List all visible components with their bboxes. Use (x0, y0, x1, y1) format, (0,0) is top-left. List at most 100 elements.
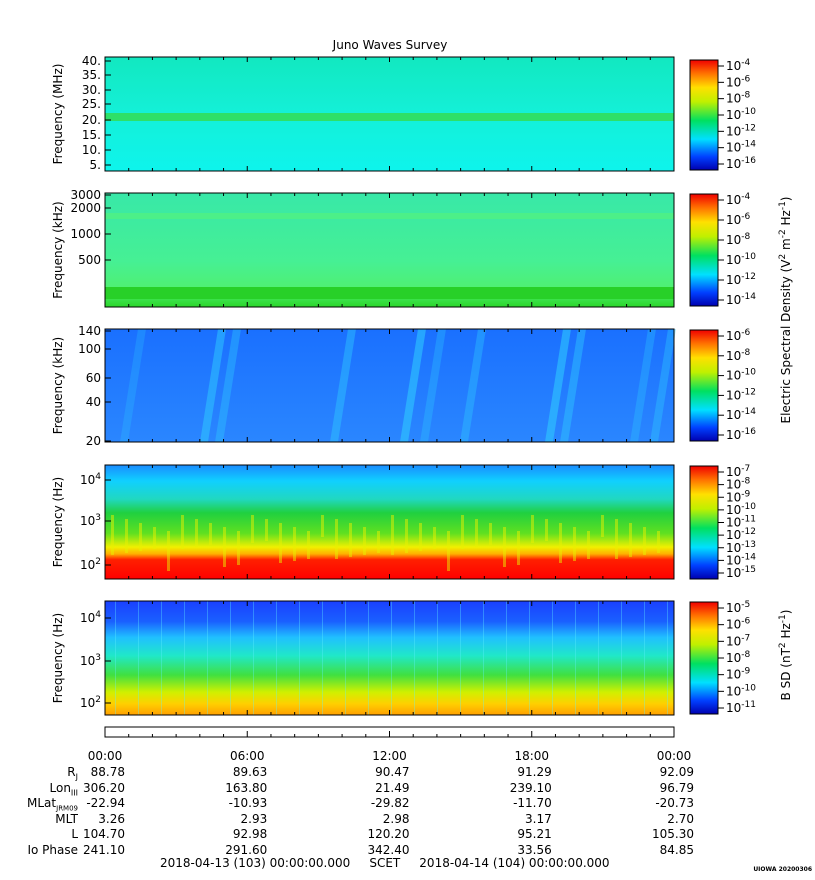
ephemeris-label: Io Phase (27, 842, 78, 857)
ephemeris-label: L (71, 827, 78, 841)
emission-streak (667, 601, 668, 715)
emission-streak (552, 601, 553, 715)
emission-streak (545, 519, 548, 541)
colorbar-tick-label: 10-12 (726, 272, 756, 287)
y-tick-label: 30. (82, 83, 101, 97)
time-tick-label: 06:00 (229, 749, 265, 763)
emission-streak (503, 527, 506, 567)
emission-streak (460, 601, 461, 715)
ephemeris-value: 3.17 (525, 811, 552, 826)
ephemeris-row: MLatJRM09 -22.94 -10.93 -29.82 -11.70 -20.73 (0, 796, 815, 812)
ephemeris-value: 291.60 (225, 842, 268, 857)
emission-streak (420, 329, 446, 442)
emission-band (105, 113, 674, 121)
emission-streak (587, 531, 590, 559)
y-tick-label: 102 (80, 557, 101, 572)
emission-streak (461, 515, 464, 549)
colorbar-tick-label: 10-12 (726, 123, 756, 138)
y-tick-label: 35. (82, 68, 101, 82)
emission-streak (400, 329, 426, 442)
colorbar-tick-label: 10-9 (726, 667, 751, 682)
panel-1: 40.35.30.25. 20.15.10.5. Frequency (MHz) 10… (51, 54, 756, 172)
emission-streak (111, 515, 114, 555)
chart-title: Juno Waves Survey (332, 38, 448, 52)
colorbar-tick-label: 10-8 (726, 348, 751, 363)
emission-streak (276, 601, 277, 715)
ephemeris-label: RJ (67, 765, 78, 782)
ephemeris-value: 3.26 (98, 811, 125, 826)
ephemeris-value: 241.10 (83, 842, 125, 857)
colorbar-tick-label: 10-14 (726, 140, 756, 155)
emission-streak (483, 601, 484, 715)
y-tick-label: 3000 (70, 188, 101, 202)
time-tick-label: 00:00 (87, 749, 123, 763)
emission-streak (475, 519, 478, 547)
emission-streak (330, 329, 356, 442)
ephemeris-value: 90.47 (375, 765, 410, 779)
colorbar-tick-label: 10-5 (726, 600, 750, 615)
ephemeris-value: 89.63 (232, 765, 268, 779)
emission-streak (215, 329, 241, 442)
y-tick-label: 20. (82, 113, 101, 127)
y-tick-label: 60 (86, 371, 101, 385)
y-tick-label: 103 (80, 513, 101, 528)
emission-streak (391, 601, 392, 715)
colorbar-tick-label: 10-9 (726, 489, 751, 504)
time-tick-labels: 00:00 06:00 12:00 18:00 00:00 (0, 749, 815, 765)
ephemeris-value: 163.80 (225, 780, 268, 795)
ephemeris-value: -20.73 (655, 796, 694, 810)
colorbar: 10-4 10-6 10-8 10-10 10-12 10-14 (689, 192, 756, 307)
spectrogram-area (105, 329, 674, 442)
colorbar-tick-label: 10-14 (726, 407, 756, 422)
colorbar-tick-label: 10-11 (726, 700, 756, 715)
emission-streak (506, 601, 507, 715)
ephemeris-value: 105.30 (652, 827, 694, 841)
colorbar-tick-label: 10-10 (726, 252, 756, 267)
ephemeris-value: 342.40 (367, 842, 410, 857)
emission-streak (253, 601, 254, 715)
emission-streak (419, 523, 422, 551)
emission-streak (644, 601, 645, 715)
ephemeris-table: 00:00 06:00 12:00 18:00 00:00 RJ 88.78 89.63 90… (0, 745, 815, 875)
emission-streak (345, 601, 346, 715)
ephemeris-value: 104.70 (83, 827, 125, 841)
colorbar-gradient (689, 193, 719, 307)
emission-streak (630, 329, 656, 442)
time-axis-ticks (104, 731, 675, 737)
emission-streak (575, 601, 576, 715)
colorbar-gradient (689, 465, 719, 580)
ephemeris-value: 91.29 (517, 765, 552, 779)
emission-streak (138, 601, 139, 715)
colorbar: 10-5 10-610-7 10-8 10-910-10 10-11 (689, 600, 756, 715)
y-tick-label: 2000 (70, 201, 101, 215)
y-tick-label: 104 (80, 472, 101, 487)
colorbar-tick-label: 10-4 (726, 58, 751, 73)
emission-streak (368, 601, 369, 715)
emission-streak (161, 601, 162, 715)
emission-streak (230, 601, 231, 715)
panels-group: 40.35.30.25. 20.15.10.5. Frequency (MHz) 10… (51, 54, 756, 716)
ephemeris-value: 306.20 (83, 780, 125, 795)
scet-range: 2018-04-13 (103) 00:00:00.000 SCET 2018-… (160, 856, 610, 870)
emission-streak (349, 523, 352, 557)
emission-streak (363, 527, 366, 555)
ephemeris-value: 95.21 (517, 827, 552, 841)
emission-streak (321, 515, 324, 537)
ephemeris-row: L 104.70 92.98 120.20 95.21 105.30 (0, 827, 815, 843)
colorbar-label-electric: Electric Spectral Density (V2 m-2 Hz-1) (778, 196, 793, 423)
emission-streak (209, 523, 212, 545)
y-axis-label: Frequency (Hz) (51, 477, 65, 568)
emission-streak (489, 523, 492, 545)
ephemeris-row: MLT 3.26 2.93 2.98 3.17 2.70 (0, 812, 815, 828)
spectrogram-area (105, 601, 674, 715)
panel-3: 140 100 60 40 20 Frequency (kHz) 10-6 10-8 10-10… (51, 324, 756, 448)
emission-streak (322, 601, 323, 715)
emission-streak (531, 515, 534, 543)
emission-streak (559, 523, 562, 563)
emission-streak (153, 527, 156, 549)
y-axis-label: Frequency (kHz) (51, 201, 65, 298)
emission-streak (279, 523, 282, 563)
